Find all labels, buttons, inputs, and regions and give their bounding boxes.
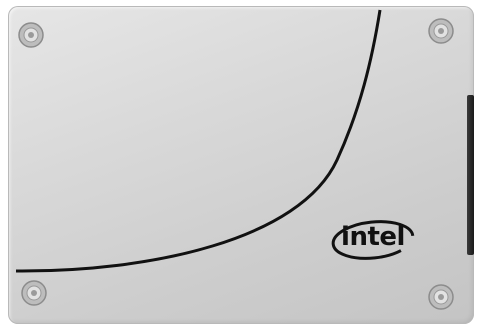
ssd-casing bbox=[8, 6, 474, 324]
intel-logo-text: intel bbox=[341, 222, 405, 252]
screw-bottom-left bbox=[21, 280, 47, 306]
screw-top-right bbox=[428, 18, 454, 44]
intel-logo-swoosh bbox=[331, 220, 415, 260]
intel-logo: intel bbox=[330, 218, 416, 264]
screw-top-left bbox=[18, 22, 44, 48]
ssd-connector-edge bbox=[467, 95, 474, 255]
decorative-curve bbox=[15, 9, 382, 273]
screw-bottom-right bbox=[428, 284, 454, 310]
